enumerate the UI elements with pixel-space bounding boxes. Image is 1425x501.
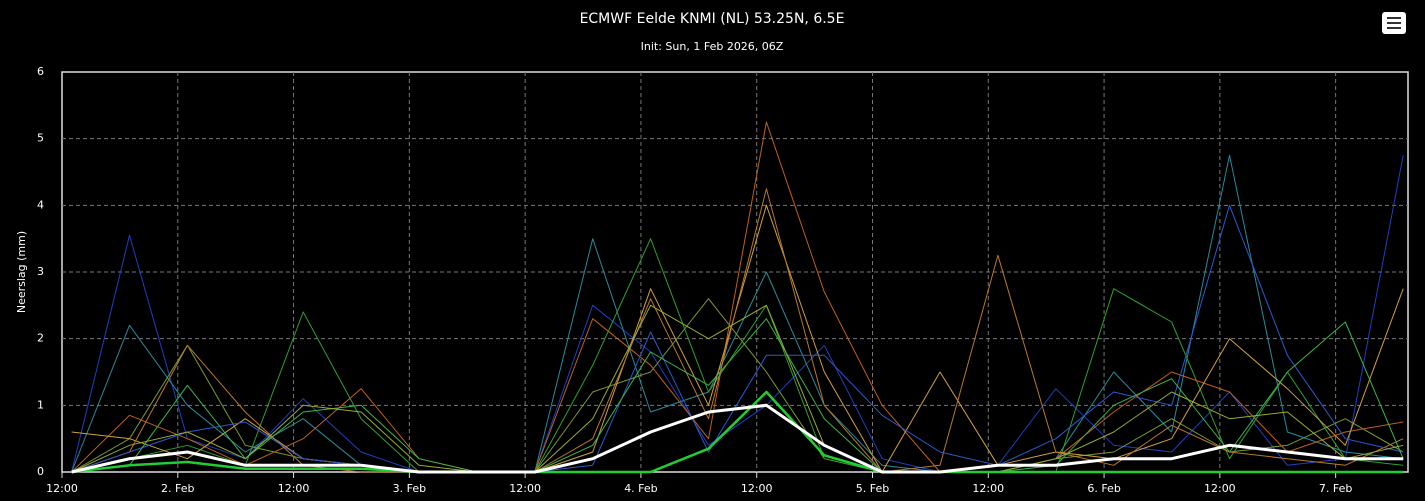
y-tick-label: 1 [37,398,44,411]
menu-bar[interactable] [1387,27,1401,29]
x-tick-label: 2. Feb [161,482,194,495]
series-line [71,154,1404,473]
x-tick-label: 12:00 [278,482,310,495]
x-tick-label: 7. Feb [1319,482,1352,495]
y-tick-label: 6 [37,65,44,78]
y-tick-label: 5 [37,132,44,145]
series-line [71,304,1404,473]
series-line [71,121,1404,473]
x-tick-label: 3. Feb [393,482,426,495]
menu-bar[interactable] [1387,22,1401,24]
x-tick-label: 12:00 [46,482,78,495]
series-line [71,318,1404,473]
series-line [71,403,1404,474]
chart-title: ECMWF Eelde KNMI (NL) 53.25N, 6.5E [580,11,845,27]
x-tick-label: 12:00 [972,482,1004,495]
menu-bar[interactable] [1387,17,1401,19]
x-tick-label: 6. Feb [1087,482,1120,495]
menu-button[interactable] [1382,12,1406,34]
y-tick-label: 4 [37,198,44,211]
y-tick-label: 2 [37,332,44,345]
series-line [71,155,1404,473]
chart-subtitle: Init: Sun, 1 Feb 2026, 06Z [641,40,784,53]
x-tick-label: 12:00 [741,482,773,495]
series-line [71,188,1404,473]
x-tick-label: 4. Feb [624,482,657,495]
series-line [71,390,1404,474]
x-tick-label: 12:00 [509,482,541,495]
series-line [71,204,1404,473]
series-line [71,238,1404,473]
x-tick-label: 5. Feb [856,482,889,495]
y-tick-label: 3 [37,265,44,278]
x-tick-label: 12:00 [1204,482,1236,495]
y-tick-label: 0 [37,465,44,478]
y-axis-label: Neerslag (mm) [15,231,28,313]
